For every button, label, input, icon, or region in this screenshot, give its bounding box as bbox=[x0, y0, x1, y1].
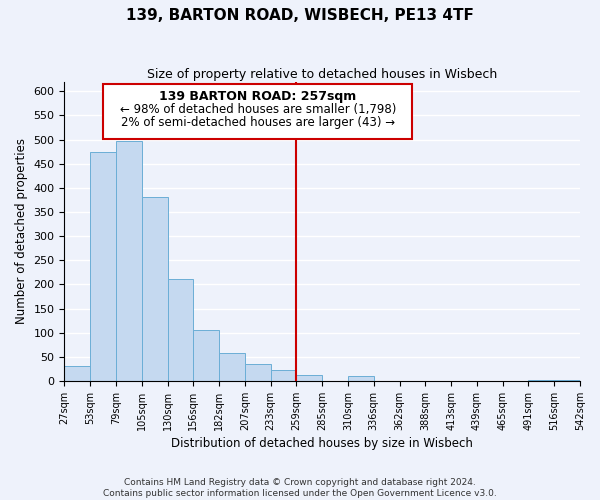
Text: ← 98% of detached houses are smaller (1,798): ← 98% of detached houses are smaller (1,… bbox=[119, 103, 396, 116]
Bar bbox=[529, 380, 554, 381]
Bar bbox=[554, 380, 580, 381]
X-axis label: Distribution of detached houses by size in Wisbech: Distribution of detached houses by size … bbox=[171, 437, 473, 450]
Bar bbox=[271, 370, 296, 381]
Bar bbox=[219, 354, 245, 381]
Title: Size of property relative to detached houses in Wisbech: Size of property relative to detached ho… bbox=[147, 68, 497, 80]
Text: 139, BARTON ROAD, WISBECH, PE13 4TF: 139, BARTON ROAD, WISBECH, PE13 4TF bbox=[126, 8, 474, 22]
Bar bbox=[116, 141, 142, 381]
Text: 139 BARTON ROAD: 257sqm: 139 BARTON ROAD: 257sqm bbox=[159, 90, 356, 102]
Text: 2% of semi-detached houses are larger (43) →: 2% of semi-detached houses are larger (4… bbox=[121, 116, 395, 129]
Bar bbox=[142, 197, 167, 381]
Text: Contains HM Land Registry data © Crown copyright and database right 2024.
Contai: Contains HM Land Registry data © Crown c… bbox=[103, 478, 497, 498]
Bar bbox=[167, 279, 193, 381]
Bar bbox=[64, 366, 90, 381]
FancyBboxPatch shape bbox=[103, 84, 412, 138]
Bar bbox=[245, 364, 271, 381]
Y-axis label: Number of detached properties: Number of detached properties bbox=[15, 138, 28, 324]
Bar bbox=[193, 330, 219, 381]
Bar bbox=[90, 152, 116, 381]
Bar bbox=[348, 376, 374, 381]
Bar bbox=[296, 374, 322, 381]
